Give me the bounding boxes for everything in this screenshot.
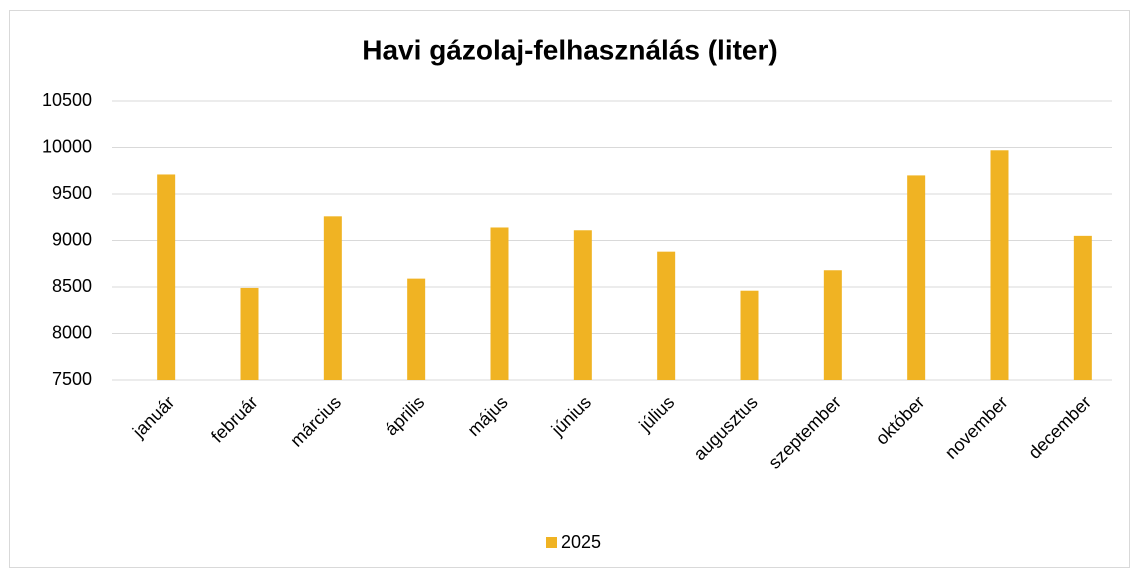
bar [573, 230, 592, 380]
bar [323, 216, 342, 380]
y-tick-label: 10000 [42, 136, 92, 156]
bar [823, 270, 842, 380]
y-tick-label: 9000 [52, 229, 92, 249]
chart-border [9, 10, 1130, 568]
bar [657, 251, 676, 380]
bar [407, 278, 426, 380]
chart-title: Havi gázolaj-felhasználás (liter) [362, 34, 777, 65]
legend-swatch [546, 537, 557, 548]
bar [240, 287, 259, 380]
y-tick-label: 10500 [42, 90, 92, 110]
y-tick-label: 7500 [52, 369, 92, 389]
y-tick-label: 8500 [52, 276, 92, 296]
y-tick-label: 9500 [52, 183, 92, 203]
bar [740, 290, 759, 380]
bar [1073, 235, 1092, 380]
bar [907, 175, 926, 380]
y-tick-label: 8000 [52, 322, 92, 342]
bar [490, 227, 509, 380]
legend-label: 2025 [561, 532, 601, 552]
bar [990, 150, 1009, 380]
bar [157, 174, 176, 380]
